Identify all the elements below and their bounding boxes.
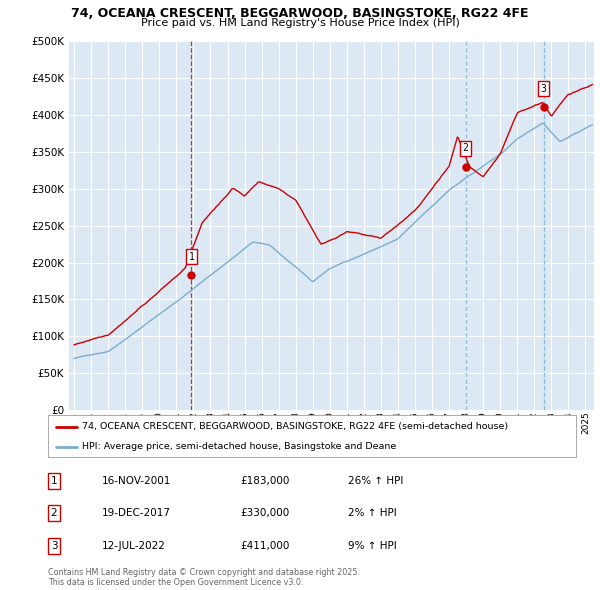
Text: £330,000: £330,000 — [240, 509, 289, 518]
Text: 74, OCEANA CRESCENT, BEGGARWOOD, BASINGSTOKE, RG22 4FE (semi-detached house): 74, OCEANA CRESCENT, BEGGARWOOD, BASINGS… — [82, 422, 508, 431]
Text: 1: 1 — [50, 476, 58, 486]
Text: Contains HM Land Registry data © Crown copyright and database right 2025.
This d: Contains HM Land Registry data © Crown c… — [48, 568, 360, 587]
Text: 2: 2 — [50, 509, 58, 518]
Text: 26% ↑ HPI: 26% ↑ HPI — [348, 476, 403, 486]
Text: 2% ↑ HPI: 2% ↑ HPI — [348, 509, 397, 518]
Text: 12-JUL-2022: 12-JUL-2022 — [102, 541, 166, 550]
Text: 1: 1 — [188, 252, 194, 262]
Text: 19-DEC-2017: 19-DEC-2017 — [102, 509, 171, 518]
Text: 16-NOV-2001: 16-NOV-2001 — [102, 476, 172, 486]
Text: Price paid vs. HM Land Registry's House Price Index (HPI): Price paid vs. HM Land Registry's House … — [140, 18, 460, 28]
Text: £411,000: £411,000 — [240, 541, 289, 550]
Text: 74, OCEANA CRESCENT, BEGGARWOOD, BASINGSTOKE, RG22 4FE: 74, OCEANA CRESCENT, BEGGARWOOD, BASINGS… — [71, 7, 529, 20]
Text: 9% ↑ HPI: 9% ↑ HPI — [348, 541, 397, 550]
Text: 3: 3 — [541, 84, 547, 94]
Text: £183,000: £183,000 — [240, 476, 289, 486]
Text: HPI: Average price, semi-detached house, Basingstoke and Deane: HPI: Average price, semi-detached house,… — [82, 442, 397, 451]
Text: 3: 3 — [50, 541, 58, 550]
Text: 2: 2 — [463, 143, 469, 153]
